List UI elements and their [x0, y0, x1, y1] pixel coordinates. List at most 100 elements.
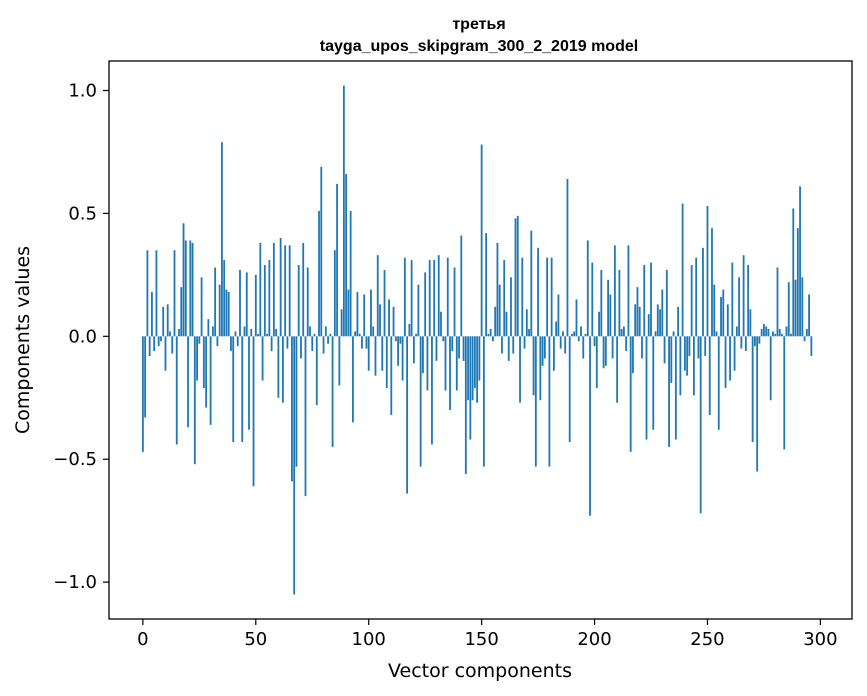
plot-area-frame	[108, 60, 853, 620]
bar	[663, 336, 666, 364]
bar	[288, 245, 291, 337]
bar	[157, 336, 160, 347]
bar	[313, 333, 316, 337]
bar	[532, 336, 535, 396]
bar	[537, 247, 539, 337]
bar	[602, 336, 605, 369]
bar	[284, 245, 287, 337]
bar	[758, 336, 761, 344]
bar	[510, 277, 512, 337]
bar	[620, 328, 623, 337]
bar	[654, 331, 657, 337]
bar	[151, 292, 153, 337]
bars-group	[141, 85, 813, 595]
bar	[354, 331, 357, 337]
bar	[656, 304, 659, 337]
bar	[155, 250, 158, 337]
bar	[304, 336, 307, 497]
bar	[595, 336, 598, 388]
y-tick-label: 0.0	[68, 326, 97, 347]
bar	[173, 250, 176, 337]
bar	[460, 235, 463, 337]
bar	[769, 336, 772, 401]
bar	[223, 260, 226, 337]
bar	[519, 336, 521, 403]
bar	[516, 215, 519, 337]
bar	[214, 267, 217, 337]
bar	[733, 336, 736, 371]
bar	[390, 336, 393, 415]
bar	[505, 311, 508, 337]
x-axis-ticks: 0 50 100 150 200 250 300	[137, 619, 838, 650]
bar	[442, 336, 445, 342]
bar	[661, 289, 664, 337]
bar	[778, 328, 781, 337]
bar	[202, 336, 205, 388]
bar	[406, 336, 409, 494]
bar	[302, 242, 305, 337]
bar	[424, 272, 427, 337]
bar	[250, 328, 253, 337]
bar	[580, 326, 582, 337]
bar	[681, 203, 684, 337]
bar	[367, 336, 370, 371]
bar	[458, 336, 460, 359]
bar	[227, 292, 230, 337]
bar	[144, 336, 147, 418]
bar	[584, 333, 587, 337]
bar	[453, 267, 456, 337]
bar	[440, 311, 442, 337]
bar	[182, 223, 185, 337]
bar	[562, 331, 564, 337]
x-tick-label: 0	[137, 629, 148, 650]
bar	[417, 284, 420, 337]
bar	[693, 336, 695, 396]
bar	[205, 336, 208, 408]
bar	[697, 336, 700, 359]
bar	[742, 255, 745, 337]
bar	[708, 336, 711, 415]
bar	[715, 331, 718, 337]
bar	[383, 269, 386, 337]
bar	[342, 85, 345, 337]
bar	[501, 336, 503, 354]
bar	[254, 274, 257, 337]
bar	[261, 336, 264, 381]
bar	[431, 336, 433, 445]
bar	[609, 294, 612, 337]
bar	[776, 267, 779, 337]
chart-subtitle: tayga_upos_skipgram_300_2_2019 model	[320, 38, 638, 55]
bar	[279, 237, 282, 337]
bar	[426, 336, 429, 391]
bar	[801, 277, 804, 337]
bar	[577, 336, 580, 342]
bar	[180, 287, 183, 337]
bar	[252, 336, 255, 487]
bar	[756, 336, 759, 472]
bar	[611, 336, 614, 359]
bar	[433, 260, 436, 337]
bar	[568, 336, 571, 443]
bar	[492, 336, 494, 342]
bar	[352, 336, 354, 423]
bar	[706, 206, 709, 337]
bar	[564, 336, 567, 354]
bar	[347, 289, 350, 337]
bar	[530, 230, 533, 337]
bar	[349, 210, 352, 337]
x-tick-label: 250	[690, 629, 724, 650]
bar	[259, 242, 262, 337]
bar	[557, 294, 560, 337]
bar	[187, 336, 189, 428]
bar	[717, 336, 720, 430]
bar	[198, 336, 201, 344]
bar	[523, 336, 526, 349]
bar	[469, 336, 472, 440]
bar	[444, 336, 447, 391]
bar	[381, 336, 384, 371]
bar	[753, 336, 756, 347]
bar	[370, 289, 372, 337]
bar	[796, 228, 799, 337]
bar	[541, 336, 544, 366]
bar	[600, 269, 603, 337]
